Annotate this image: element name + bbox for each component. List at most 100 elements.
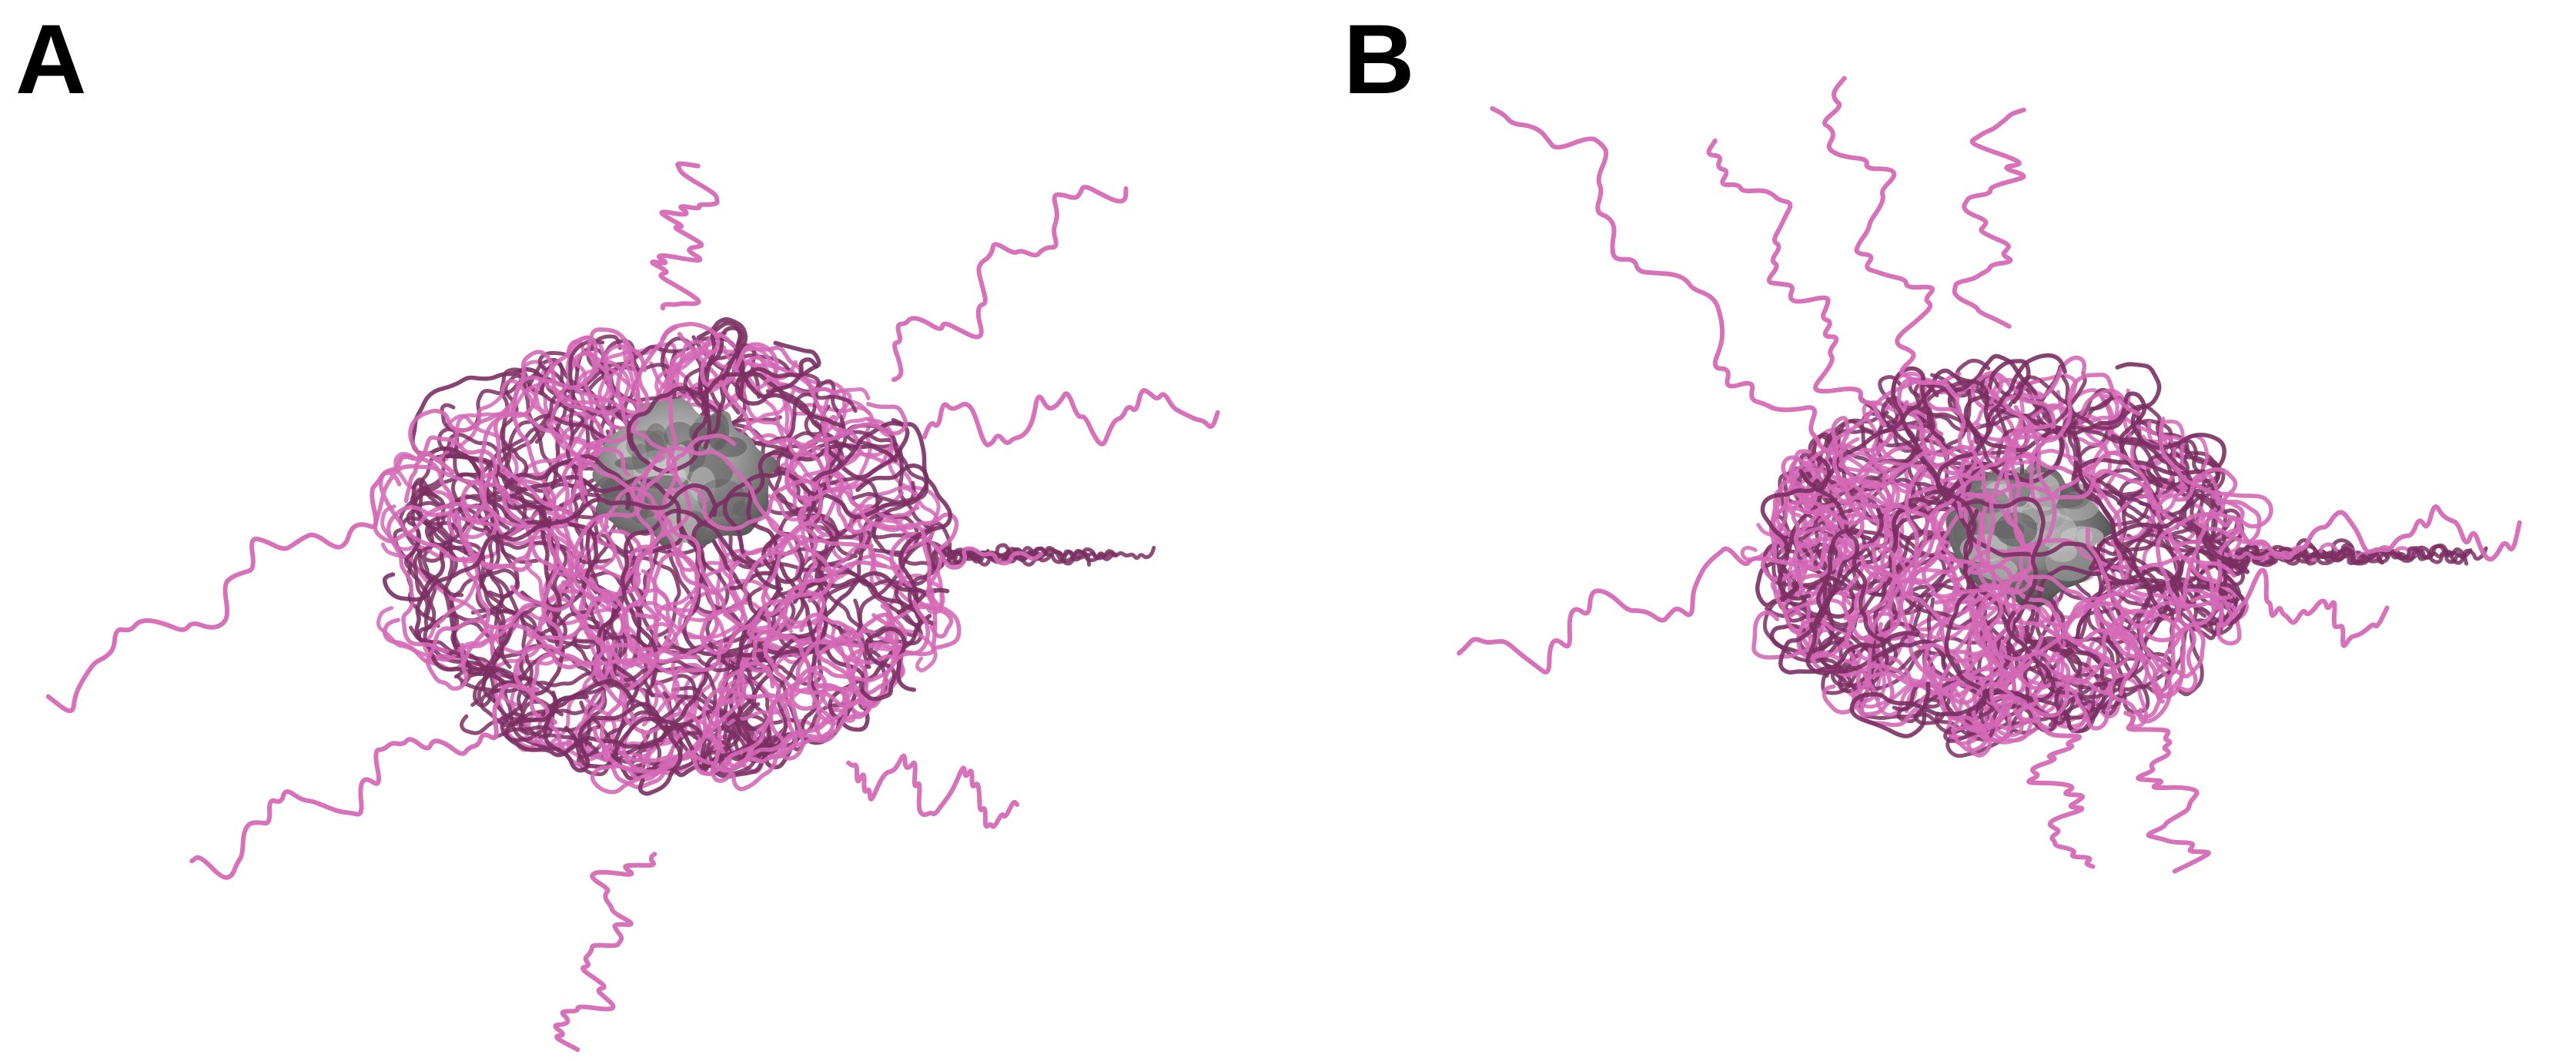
chain-strand xyxy=(2122,388,2303,561)
chain-strand xyxy=(2156,467,2238,704)
chain-strand xyxy=(386,505,496,654)
chain-strand xyxy=(859,626,916,701)
conformational-ensemble-b xyxy=(1457,75,2522,874)
chain-strand xyxy=(691,599,930,776)
chain-strand xyxy=(2088,362,2250,574)
panel-label-a: A xyxy=(15,5,87,115)
chain-strand xyxy=(1970,355,2087,503)
chain-strand xyxy=(624,350,692,663)
panel-a: A xyxy=(15,5,1220,1053)
panel-label-b: B xyxy=(1343,5,1415,115)
chain-strand xyxy=(425,618,634,691)
chain-strand xyxy=(1924,353,2065,497)
chain-ensemble-front-b xyxy=(1457,75,2522,874)
chain-strand xyxy=(1760,400,1909,582)
chain-strand xyxy=(1936,551,2114,731)
chain-strand xyxy=(382,483,718,602)
chain-strand xyxy=(722,464,929,567)
chain-strand xyxy=(2008,373,2119,470)
chain-tail xyxy=(45,450,455,714)
chain-strand xyxy=(792,420,952,626)
chain-strand xyxy=(1778,484,1949,641)
chain-strand xyxy=(1791,480,1894,584)
chain-strand xyxy=(626,340,821,452)
chain-tail xyxy=(1457,532,1828,674)
chain-strand xyxy=(1849,611,2056,738)
chain-strand xyxy=(630,446,834,603)
chain-strand xyxy=(2077,464,2246,626)
chain-strand xyxy=(1789,449,2236,585)
chain-strand xyxy=(785,401,935,605)
chain-tail xyxy=(846,753,1020,829)
chain-strand xyxy=(620,508,784,687)
chain-strand xyxy=(1931,651,2071,718)
chain-strand xyxy=(805,476,992,567)
chain-strand xyxy=(1922,555,2004,714)
chain-strand xyxy=(1798,469,1892,643)
chain-strand xyxy=(669,479,824,549)
chain-strand xyxy=(1929,574,2139,696)
chain-strand xyxy=(557,588,674,774)
chain-strand xyxy=(513,642,701,725)
chain-strand xyxy=(699,538,874,655)
conformational-ensemble-a xyxy=(45,161,1220,1053)
chain-strand xyxy=(2019,384,2114,437)
chain-strand xyxy=(1831,416,1979,539)
chain-strand xyxy=(2155,417,2273,608)
chain-strand xyxy=(1971,494,2245,661)
chain-strand xyxy=(373,464,512,562)
chain-strand xyxy=(435,514,559,742)
chain-strand xyxy=(536,340,605,642)
chain-strand xyxy=(543,678,683,796)
chain-strand xyxy=(711,540,932,732)
chain-tail xyxy=(553,852,657,1053)
chain-strand xyxy=(410,367,599,610)
chain-tail xyxy=(2209,504,2522,562)
chain-strand xyxy=(2016,450,2262,544)
chain-strand xyxy=(1778,528,1920,674)
chain-ensemble-front-a xyxy=(45,161,1220,1053)
chain-tail xyxy=(2016,691,2096,869)
core-bump xyxy=(2076,528,2093,544)
core-bump xyxy=(732,501,750,517)
chain-strand xyxy=(571,451,720,667)
chain-strand xyxy=(2085,526,2186,698)
chain-strand xyxy=(592,687,805,782)
chain-tail xyxy=(891,184,1129,383)
chain-strand xyxy=(587,634,703,763)
chain-strand xyxy=(568,433,737,577)
chain-tail xyxy=(650,161,720,311)
chain-tail xyxy=(189,683,540,880)
chain-strand xyxy=(660,322,779,389)
chain-tail xyxy=(1706,138,1887,428)
chain-strand xyxy=(677,331,845,521)
chain-strand xyxy=(1891,366,1992,702)
chain-strand xyxy=(2002,423,2117,696)
chain-strand xyxy=(604,486,724,602)
chain-strand xyxy=(1957,469,2156,519)
chain-strand xyxy=(1919,405,2023,657)
chain-tail xyxy=(2123,711,2211,874)
chain-tail xyxy=(922,388,1220,447)
chain-strand xyxy=(561,338,647,603)
chain-strand xyxy=(722,531,805,688)
panel-b: B xyxy=(1288,0,2576,1061)
chain-strand xyxy=(493,327,678,519)
chain-strand xyxy=(444,379,604,461)
chain-strand xyxy=(595,567,709,781)
chain-strand xyxy=(1791,543,1898,701)
chain-strand xyxy=(821,414,959,552)
chain-tail xyxy=(1822,75,1958,398)
chain-strand xyxy=(696,317,845,428)
chain-strand xyxy=(1822,469,1894,715)
chain-strand xyxy=(504,651,766,758)
chain-strand xyxy=(751,629,835,759)
chain-strand xyxy=(526,552,700,692)
chain-strand xyxy=(1858,397,2135,585)
chain-strand xyxy=(1963,359,2147,466)
chain-tail xyxy=(1490,106,1839,457)
chain-strand xyxy=(423,542,605,678)
chain-tail xyxy=(1952,107,2026,329)
chain-tail xyxy=(2199,564,2390,648)
chain-strand xyxy=(403,494,510,679)
